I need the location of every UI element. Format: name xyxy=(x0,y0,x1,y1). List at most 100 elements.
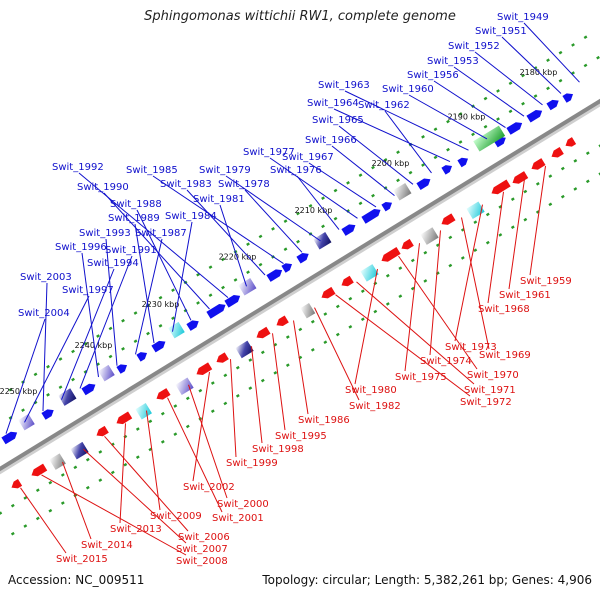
tick-mark xyxy=(60,473,65,477)
gene-reverse xyxy=(216,352,229,363)
leader-line-forward xyxy=(152,175,284,265)
leader-line-forward xyxy=(331,145,395,196)
tick-mark xyxy=(235,365,240,370)
tick-mark xyxy=(223,373,228,378)
tick-mark xyxy=(396,178,400,183)
tick-mark xyxy=(573,187,578,191)
tick-mark xyxy=(58,357,63,361)
tick-mark xyxy=(496,117,500,121)
tick-mark xyxy=(558,50,563,55)
tick-mark xyxy=(558,78,563,83)
gene-reverse xyxy=(300,302,316,319)
tick-mark xyxy=(221,257,225,262)
gene-reverse xyxy=(49,453,66,470)
label-forward: Swit_1993 xyxy=(79,228,131,239)
tick-mark xyxy=(10,531,15,536)
tick-mark xyxy=(448,263,453,268)
leader-line-reverse xyxy=(356,281,475,385)
leader-line-forward xyxy=(134,223,155,344)
gene-reverse xyxy=(175,377,194,396)
label-reverse: Swit_2008 xyxy=(176,556,228,567)
leader-line-forward xyxy=(225,175,321,242)
tick-mark xyxy=(358,173,363,177)
tick-mark xyxy=(433,127,438,132)
gene-forward xyxy=(393,182,412,201)
gene-reverse xyxy=(565,137,577,147)
tick-mark xyxy=(510,225,515,230)
tick-mark xyxy=(458,112,463,116)
leader-line-forward xyxy=(78,172,229,298)
genome-title: Sphingomonas wittichii RW1, complete gen… xyxy=(144,9,456,24)
leader-line-forward xyxy=(105,238,118,366)
tick-mark xyxy=(483,96,488,101)
gene-reverse xyxy=(466,201,485,220)
tick-mark xyxy=(410,286,415,291)
gene-forward xyxy=(136,352,148,362)
label-forward: Swit_1991 xyxy=(105,245,157,256)
leader-line-reverse xyxy=(335,294,471,397)
gene-reverse xyxy=(70,441,89,460)
tick-mark xyxy=(283,247,288,252)
tick-mark xyxy=(398,266,403,270)
tick-mark xyxy=(346,209,350,213)
leader-line-forward xyxy=(244,189,303,253)
gene-reverse xyxy=(341,275,354,287)
tick-mark xyxy=(71,349,75,354)
accession-text: Accession: NC_009511 xyxy=(8,573,145,587)
tick-mark xyxy=(248,386,253,390)
leader-line-forward xyxy=(333,108,451,163)
tick-mark xyxy=(273,371,278,375)
tick-mark xyxy=(148,419,153,424)
tick-mark xyxy=(48,508,53,513)
tick-mark xyxy=(598,171,600,176)
tick-mark xyxy=(85,457,90,462)
gene-reverse xyxy=(551,147,564,158)
gene-forward xyxy=(313,231,332,250)
tick-mark xyxy=(383,158,388,162)
tick-mark xyxy=(585,151,590,155)
label-reverse: Swit_2015 xyxy=(56,554,108,565)
tick-mark xyxy=(521,73,525,78)
gene-forward xyxy=(41,409,54,420)
tick-mark xyxy=(508,81,513,86)
label-reverse: Swit_1974 xyxy=(420,356,472,367)
label-forward: Swit_1962 xyxy=(358,100,410,111)
tick-mark xyxy=(10,503,15,508)
gene-forward xyxy=(546,99,559,111)
label-forward: Swit_1956 xyxy=(407,70,459,81)
label-reverse: Swit_1999 xyxy=(226,458,278,469)
kbp-label: 2250 kbp xyxy=(0,387,37,396)
label-forward: Swit_1949 xyxy=(497,12,549,23)
label-forward: Swit_1965 xyxy=(312,115,364,126)
label-forward: Swit_1966 xyxy=(305,135,357,146)
tick-mark xyxy=(546,86,550,91)
gene-forward xyxy=(151,340,166,353)
tick-mark xyxy=(371,165,375,170)
tick-mark xyxy=(333,216,338,221)
kbp-label: 2180 kbp xyxy=(520,68,558,77)
tick-mark xyxy=(396,150,400,155)
leader-line-forward xyxy=(5,318,46,434)
tick-mark xyxy=(48,480,53,485)
leader-line-reverse xyxy=(272,333,286,431)
tick-mark xyxy=(583,35,588,40)
tick-mark xyxy=(335,332,340,337)
tick-mark xyxy=(208,265,213,269)
leader-line-reverse xyxy=(83,448,187,544)
leader-line-forward xyxy=(269,157,358,219)
tick-mark xyxy=(160,440,165,444)
gene-forward xyxy=(416,178,431,191)
tick-mark xyxy=(121,347,125,351)
leader-line-forward xyxy=(135,238,163,355)
leader-line-forward xyxy=(523,22,580,83)
leader-line-forward xyxy=(474,51,543,106)
tick-mark xyxy=(523,189,528,194)
leader-line-forward xyxy=(408,94,488,140)
gene-forward xyxy=(81,383,96,396)
tick-mark xyxy=(248,358,253,362)
gene-reverse xyxy=(31,463,48,477)
tick-mark xyxy=(533,94,538,98)
tick-mark xyxy=(310,319,315,324)
tick-mark xyxy=(233,278,238,282)
tick-mark xyxy=(296,211,300,216)
